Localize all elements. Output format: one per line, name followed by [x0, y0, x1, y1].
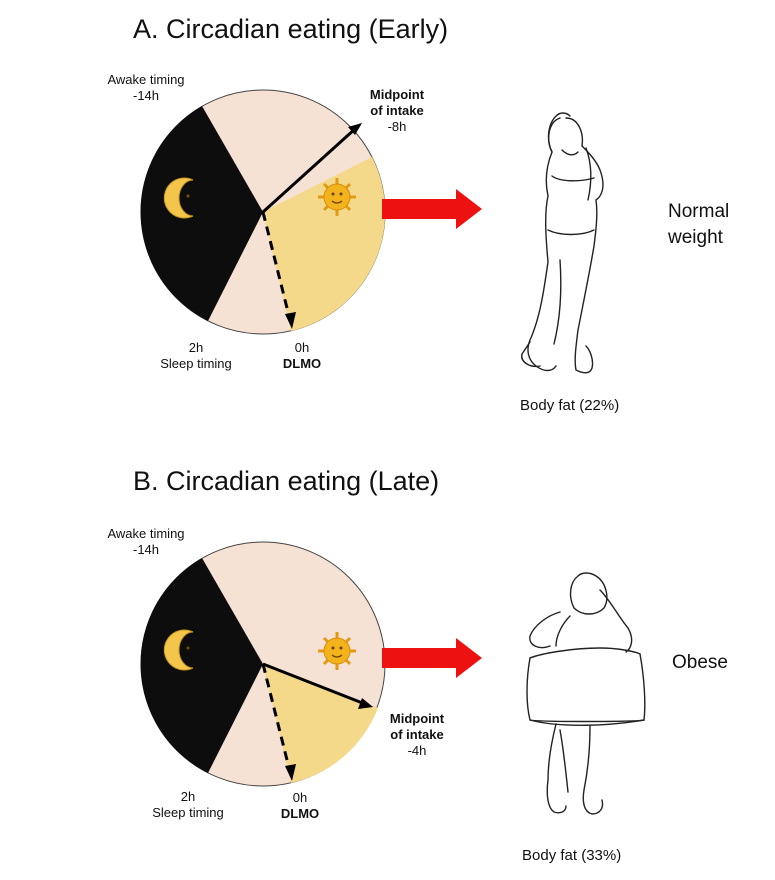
- sleep-timing-label: 2h Sleep timing: [146, 340, 246, 372]
- panel-early-eating: A. Circadian eating (Early): [96, 14, 729, 414]
- outcome-label: Normal weight: [668, 199, 729, 251]
- sleep-timing-label: 2h Sleep timing: [138, 789, 238, 821]
- awake-timing-text: Awake timing: [107, 72, 185, 87]
- awake-timing-label: Awake timing -14h: [96, 526, 196, 558]
- dlmo-arrowhead: [285, 312, 296, 329]
- midpoint-arrowhead: [358, 698, 373, 709]
- dlmo-value: 0h: [292, 790, 308, 805]
- panel-b-title: B. Circadian eating (Late): [133, 466, 440, 496]
- obese-woman-figure: [526, 572, 646, 815]
- awake-timing-label: Awake timing -14h: [96, 72, 196, 104]
- awake-timing-text: Awake timing: [107, 526, 185, 541]
- sun-icon: [318, 178, 356, 216]
- sleep-timing-value: 2h: [180, 789, 196, 804]
- dlmo-label: 0h DLMO: [270, 790, 330, 822]
- dlmo-label: 0h DLMO: [272, 340, 332, 372]
- panel-late-eating: B. Circadian eating (Late): [0, 440, 775, 880]
- clock-diagram-late: [140, 541, 646, 815]
- midpoint-label: Midpoint of intake -4h: [372, 711, 462, 759]
- body-fat-label: Body fat (33%): [522, 847, 622, 864]
- dlmo-text: DLMO: [280, 806, 320, 821]
- dlmo-arrow: [261, 211, 292, 321]
- dlmo-arrow: [261, 663, 292, 773]
- clock-diagram-early: [140, 89, 604, 374]
- midpoint-label: Midpoint of intake -8h: [352, 87, 442, 135]
- body-fat-label: Body fat (22%): [520, 397, 620, 414]
- night-sector: [140, 106, 263, 321]
- eating-sector: [263, 157, 386, 331]
- panel-a-title: A. Circadian eating (Early): [133, 14, 449, 44]
- dlmo-arrowhead: [285, 764, 296, 781]
- sun-icon: [318, 632, 356, 670]
- dlmo-text: DLMO: [282, 356, 322, 371]
- moon-icon: [163, 629, 194, 671]
- outcome-label: Obese: [672, 652, 728, 673]
- midpoint-value: -4h: [407, 743, 427, 758]
- moon-icon: [163, 177, 194, 219]
- midpoint-text-2: of intake: [370, 103, 424, 118]
- outcome-text-1: Normal: [668, 201, 730, 222]
- midpoint-text-1: Midpoint: [369, 87, 425, 102]
- right-arrow-icon: [382, 638, 482, 678]
- night-sector: [140, 558, 263, 773]
- midpoint-text-1: Midpoint: [389, 711, 445, 726]
- sleep-timing-text: Sleep timing: [152, 805, 224, 820]
- dlmo-value: 0h: [294, 340, 310, 355]
- midpoint-arrowhead: [348, 123, 362, 135]
- right-arrow-icon: [382, 189, 482, 229]
- sleep-timing-value: 2h: [188, 340, 204, 355]
- sleep-timing-text: Sleep timing: [160, 356, 232, 371]
- midpoint-value: -8h: [387, 119, 407, 134]
- midpoint-arrow: [262, 662, 366, 706]
- slim-woman-figure: [521, 112, 604, 374]
- outcome-text-2: weight: [668, 227, 723, 248]
- awake-timing-value: -14h: [132, 88, 160, 103]
- awake-timing-value: -14h: [132, 542, 160, 557]
- midpoint-arrow: [261, 126, 358, 214]
- midpoint-text-2: of intake: [390, 727, 444, 742]
- eating-sector: [263, 664, 378, 783]
